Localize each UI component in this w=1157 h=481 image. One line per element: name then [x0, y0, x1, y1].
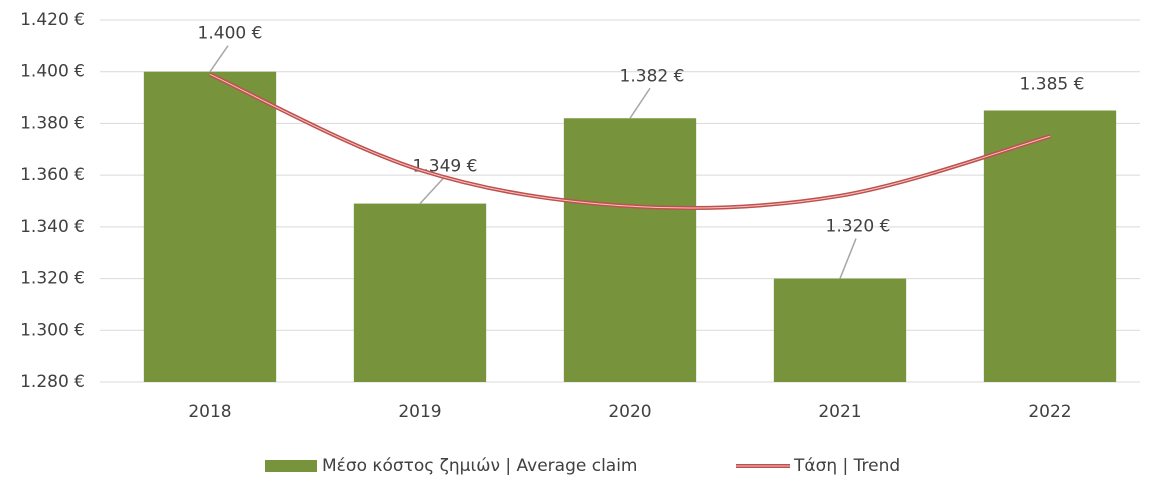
x-tick-label: 2022 — [1028, 402, 1071, 422]
legend-label: Τάση | Trend — [793, 456, 900, 476]
legend-swatch — [265, 460, 317, 472]
legend-label: Μέσο κόστος ζημιών | Average claim — [322, 456, 638, 476]
leader-line — [419, 178, 444, 205]
y-tick-label: 1.360 € — [20, 165, 85, 185]
y-tick-label: 1.420 € — [20, 10, 85, 30]
x-tick-label: 2019 — [398, 402, 441, 422]
bar — [563, 118, 697, 382]
y-tick-label: 1.340 € — [20, 217, 85, 237]
leader-line — [839, 238, 857, 279]
y-tick-label: 1.400 € — [20, 62, 85, 82]
data-label: 1.385 € — [1020, 75, 1085, 95]
data-label: 1.400 € — [198, 24, 263, 44]
leader-line — [629, 87, 651, 119]
x-tick-label: 2020 — [608, 402, 651, 422]
data-label: 1.382 € — [620, 66, 685, 86]
data-label: 1.349 € — [413, 157, 478, 177]
leader-line — [209, 45, 229, 73]
bar — [983, 110, 1117, 382]
bar — [353, 203, 487, 382]
y-tick-label: 1.300 € — [20, 320, 85, 340]
data-label: 1.320 € — [826, 217, 891, 237]
bar — [773, 278, 907, 382]
bar — [143, 71, 277, 382]
y-tick-label: 1.280 € — [20, 372, 85, 392]
y-tick-label: 1.320 € — [20, 269, 85, 289]
x-tick-label: 2021 — [818, 402, 861, 422]
y-tick-label: 1.380 € — [20, 113, 85, 133]
x-tick-label: 2018 — [188, 402, 231, 422]
trend-line-inner — [209, 73, 1051, 209]
